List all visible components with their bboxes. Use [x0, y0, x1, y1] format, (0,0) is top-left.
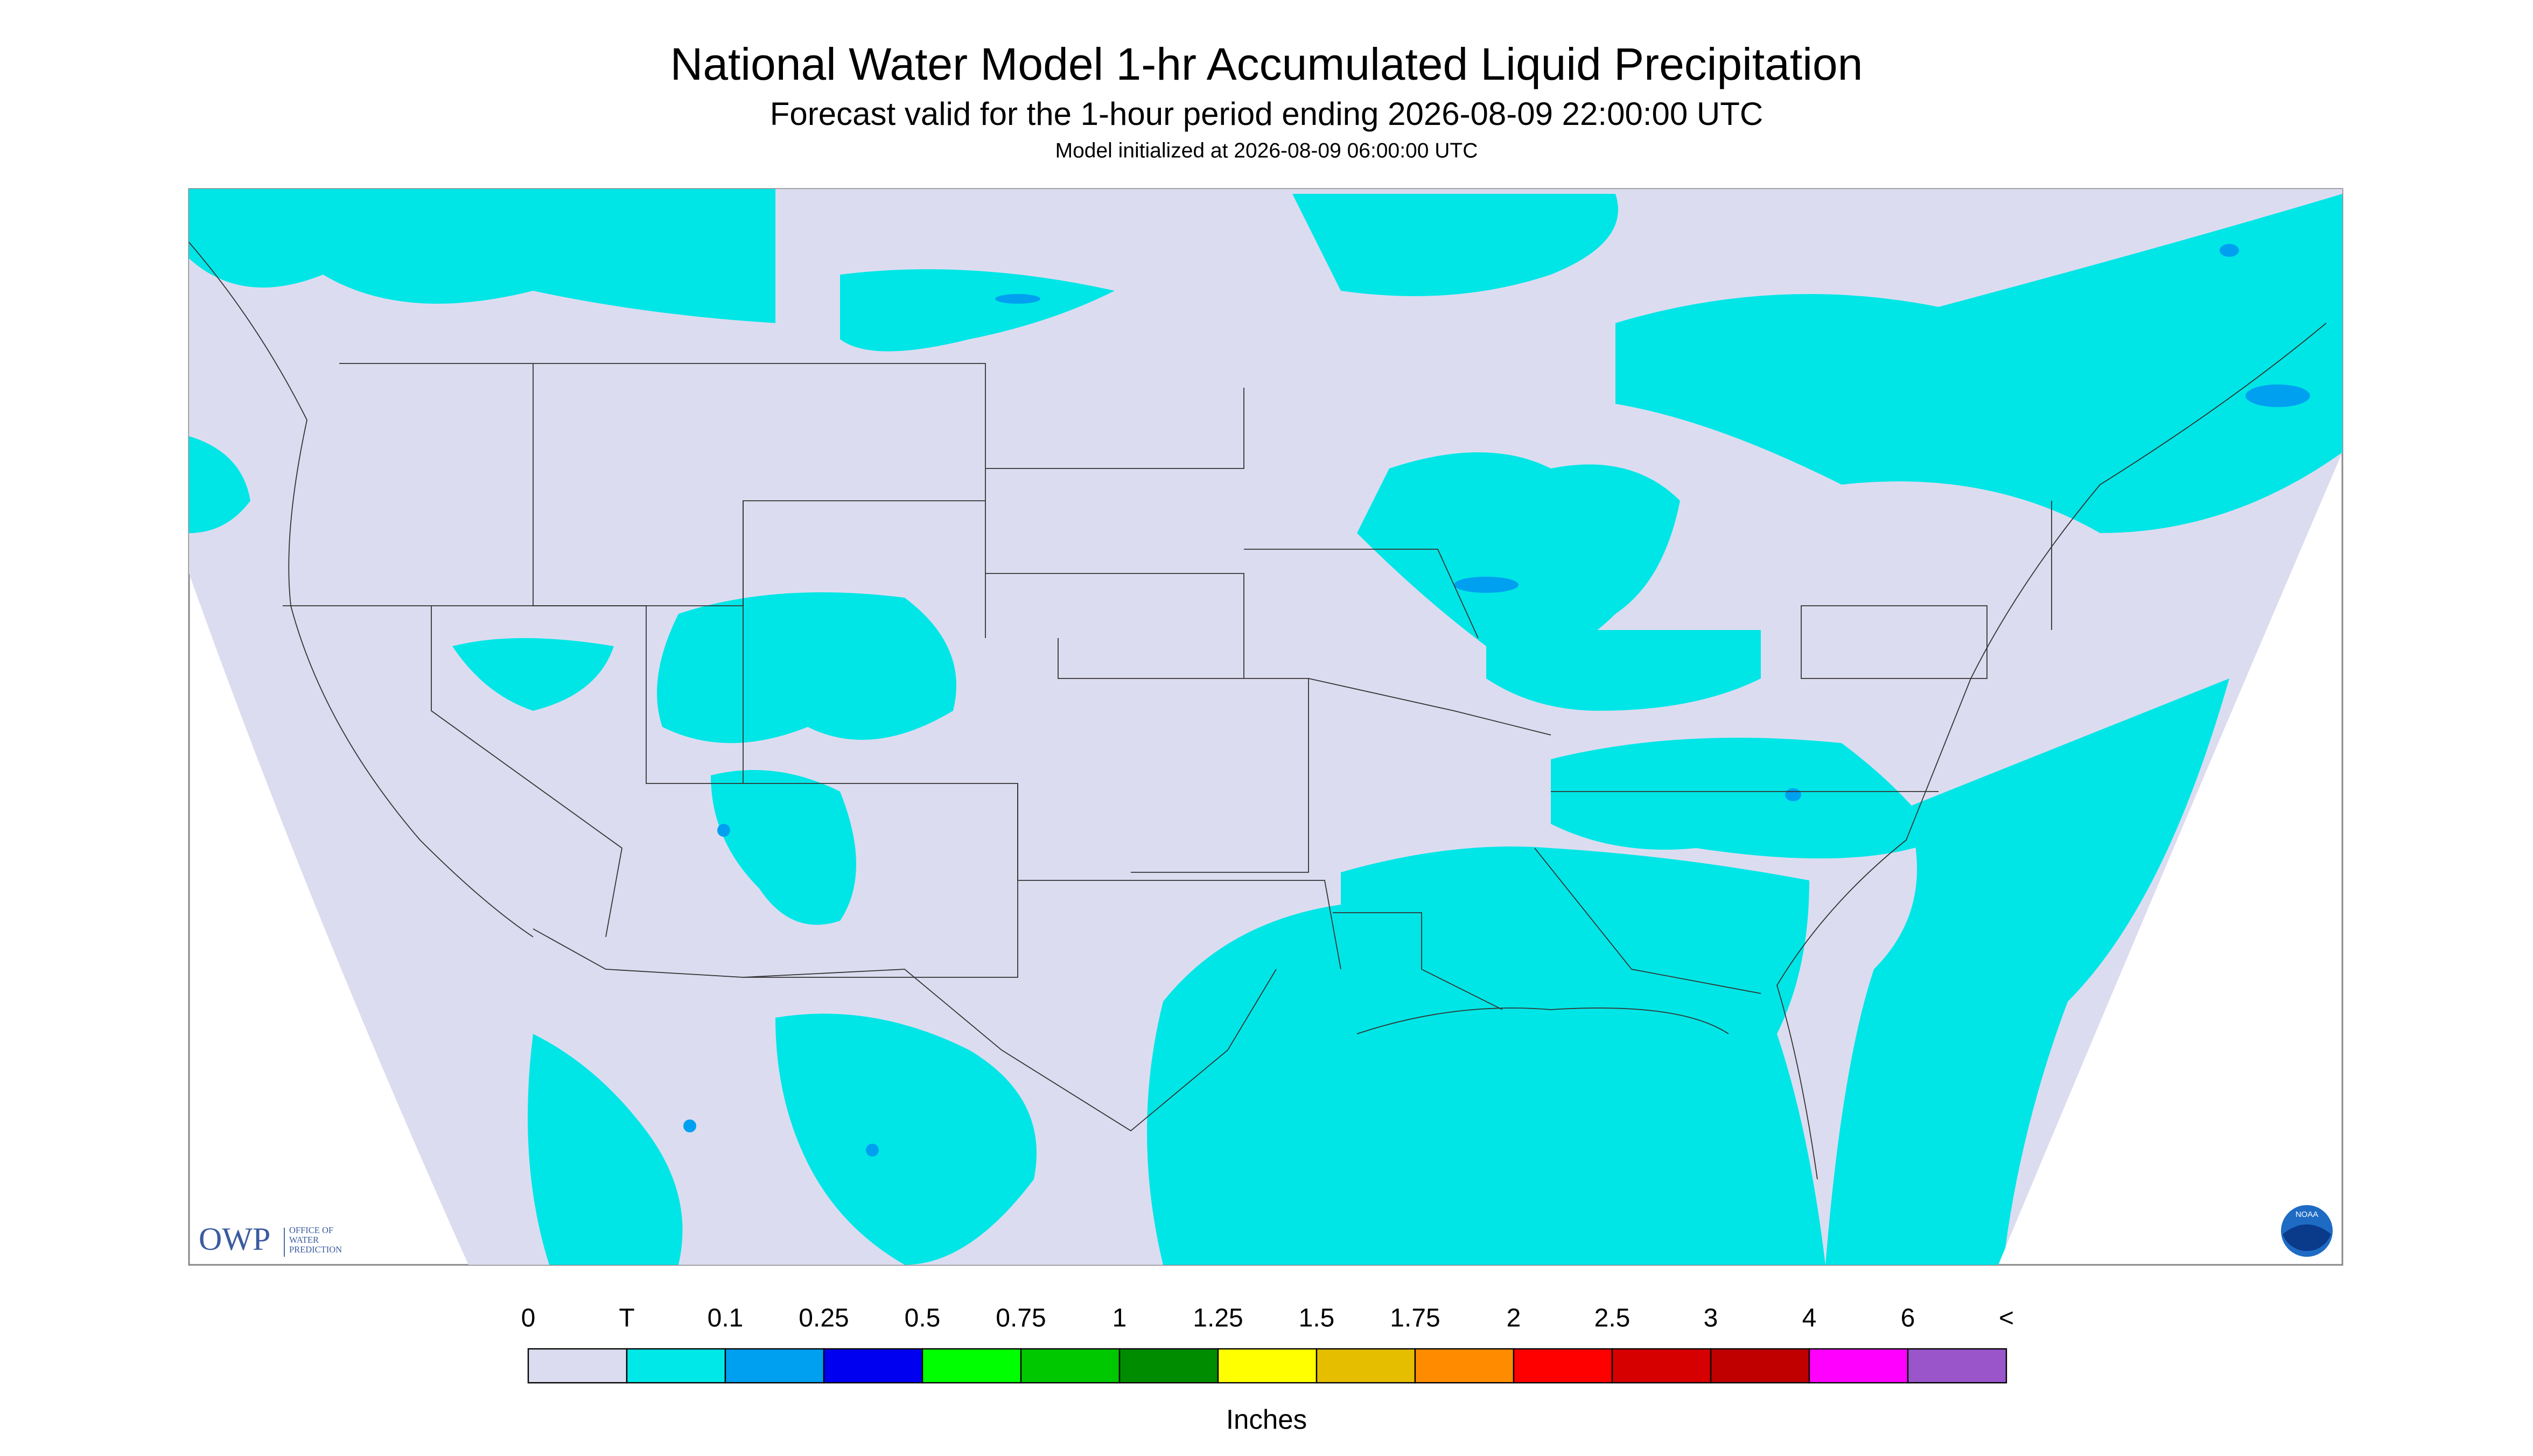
legend-swatch — [1611, 1348, 1712, 1384]
legend-swatch — [724, 1348, 825, 1384]
legend-label: 6 — [1901, 1304, 1915, 1333]
init-time: Model initialized at 2026-08-09 06:00:00… — [1055, 139, 1478, 162]
legend-swatch — [1316, 1348, 1416, 1384]
subtitle: Forecast valid for the 1-hour period end… — [770, 96, 1763, 132]
legend-label: 0 — [521, 1304, 536, 1333]
legend-label: 0.75 — [996, 1304, 1046, 1333]
legend-swatch — [1414, 1348, 1515, 1384]
legend-label: 4 — [1802, 1304, 1817, 1333]
legend-swatch — [921, 1348, 1022, 1384]
legend-swatch — [823, 1348, 923, 1384]
legend-swatch — [527, 1348, 628, 1384]
legend-label: 0.5 — [905, 1304, 941, 1333]
legend-swatch — [1513, 1348, 1613, 1384]
legend-swatch — [626, 1348, 726, 1384]
legend-label: T — [619, 1304, 634, 1333]
logo-name: OFFICE OF — [289, 1225, 333, 1235]
legend-label: 1.75 — [1390, 1304, 1440, 1333]
legend-label: 1 — [1112, 1304, 1127, 1333]
legend-label: < — [1999, 1304, 2014, 1333]
precip-field — [189, 189, 2342, 1265]
map: OWP OFFICE OF WATER PREDICTION NOAA — [188, 188, 2343, 1266]
legend-swatch — [1907, 1348, 2007, 1384]
legend-swatch — [1020, 1348, 1121, 1384]
noaa-text: NOAA — [2296, 1210, 2319, 1219]
legend: 0 T 0.1 0.25 0.5 0.75 1 1.25 1.5 1.75 2 2.5 3 4 6 < — [521, 1304, 2014, 1384]
legend-label: 1.25 — [1193, 1304, 1243, 1333]
legend-swatch — [1710, 1348, 1810, 1384]
legend-swatch — [1217, 1348, 1318, 1384]
legend-label: 2 — [1507, 1304, 1521, 1333]
legend-swatch — [1118, 1348, 1219, 1384]
noaa-logo-wave — [2283, 1224, 2331, 1251]
title: National Water Model 1-hr Accumulated Li… — [670, 39, 1863, 89]
legend-label: 2.5 — [1594, 1304, 1631, 1333]
legend-swatch — [1808, 1348, 1909, 1384]
legend-unit: Inches — [1226, 1404, 1307, 1434]
legend-label: 3 — [1704, 1304, 1718, 1333]
logo-name: WATER — [289, 1235, 319, 1245]
logo-name: PREDICTION — [289, 1244, 342, 1255]
legend-label: 0.1 — [708, 1304, 744, 1333]
logo-acronym: OWP — [199, 1221, 270, 1257]
borders — [188, 242, 2327, 1180]
legend-label: 0.25 — [799, 1304, 849, 1333]
legend-label: 1.5 — [1299, 1304, 1335, 1333]
